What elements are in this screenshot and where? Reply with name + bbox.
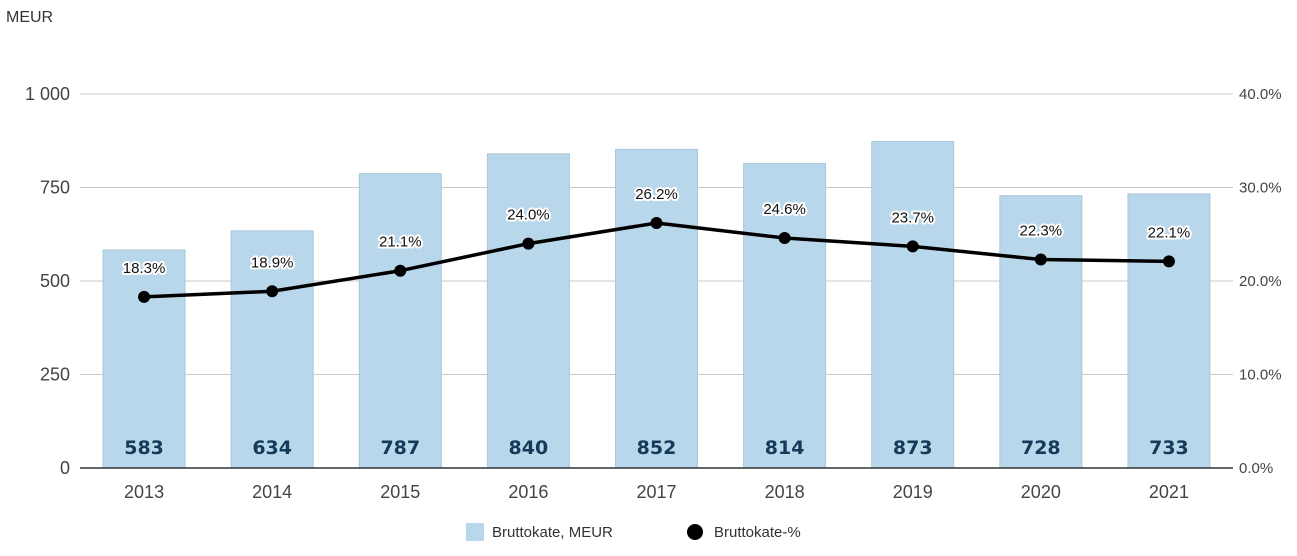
- x-tick-label: 2016: [508, 482, 548, 502]
- bar: [743, 163, 827, 469]
- bar-value-label: 787: [380, 437, 420, 459]
- line-point: [1034, 253, 1047, 266]
- line-series: 18.3% 18.9% 21.1% 24.0% 26.2% 24.6% 23.7% 22.3%…: [121, 184, 1192, 303]
- line-value-label: 23.7%: [891, 209, 934, 226]
- y-right-tick-label: 40.0%: [1239, 86, 1282, 103]
- bar-series: 583 634 787 840 852 814 873 728 733: [102, 140, 1211, 469]
- bar-value-label: 728: [1021, 437, 1061, 459]
- x-tick-label: 2020: [1021, 482, 1061, 502]
- y-left-tick-label: 750: [40, 178, 70, 198]
- bar: [615, 148, 698, 469]
- x-tick-label: 2021: [1149, 482, 1189, 502]
- legend-swatch-line: [687, 524, 703, 540]
- bar-value-label: 583: [124, 437, 164, 459]
- line-value-label: 18.3%: [123, 260, 166, 277]
- legend-swatch-bar: [466, 523, 484, 541]
- line-point: [522, 237, 535, 250]
- line-value-label: 24.0%: [507, 207, 550, 224]
- bar: [999, 195, 1083, 469]
- y-left-tick-label: 250: [40, 365, 70, 385]
- bar-value-label: 852: [637, 437, 677, 459]
- bar-value-label: 733: [1149, 437, 1189, 459]
- line-point: [266, 285, 279, 298]
- line-value-label: 24.6%: [763, 201, 806, 218]
- x-tick-label: 2014: [252, 482, 292, 502]
- bar: [486, 153, 570, 469]
- line-point: [778, 231, 791, 244]
- y-right-tick-label: 20.0%: [1239, 273, 1282, 290]
- y-left-tick-label: 0: [60, 458, 70, 478]
- y-right-tick-label: 10.0%: [1239, 367, 1282, 384]
- bar-value-label: 814: [765, 437, 805, 459]
- line-point: [138, 290, 151, 303]
- x-tick-label: 2013: [124, 482, 164, 502]
- bar-value-label: 634: [252, 437, 292, 459]
- y-right-tick-label: 30.0%: [1239, 180, 1282, 197]
- x-tick-label: 2019: [893, 482, 933, 502]
- x-tick-label: 2017: [636, 482, 676, 502]
- bar: [230, 230, 314, 469]
- line-point: [1162, 255, 1175, 268]
- unit-label: MEUR: [6, 9, 53, 26]
- bar: [871, 140, 955, 469]
- line-value-label: 21.1%: [379, 234, 422, 251]
- line-point: [394, 264, 407, 277]
- bar-value-label: 873: [893, 437, 933, 459]
- bar: [1127, 193, 1211, 469]
- y-right-tick-label: 0.0%: [1239, 460, 1273, 477]
- axes: 0 250 500 750 1 000 0.0% 10.0% 20.0% 30.0% 40.0% 2…: [25, 84, 1282, 502]
- line-point: [906, 240, 919, 253]
- bar: [358, 173, 442, 469]
- line-point: [650, 217, 663, 230]
- y-left-tick-label: 500: [40, 271, 70, 291]
- line-value-label: 18.9%: [251, 254, 294, 271]
- line-value-label: 22.1%: [1148, 224, 1191, 241]
- x-tick-label: 2015: [380, 482, 420, 502]
- legend: Bruttokate, MEUR Bruttokate-%: [466, 523, 801, 541]
- legend-label-bar: Bruttokate, MEUR: [492, 524, 613, 541]
- y-left-tick-label: 1 000: [25, 84, 70, 104]
- legend-label-line: Bruttokate-%: [714, 524, 801, 541]
- line-value-label: 22.3%: [1020, 222, 1063, 239]
- bar: [102, 249, 186, 469]
- x-tick-label: 2018: [765, 482, 805, 502]
- line-value-label: 26.2%: [635, 186, 678, 203]
- bar-value-label: 840: [509, 437, 549, 459]
